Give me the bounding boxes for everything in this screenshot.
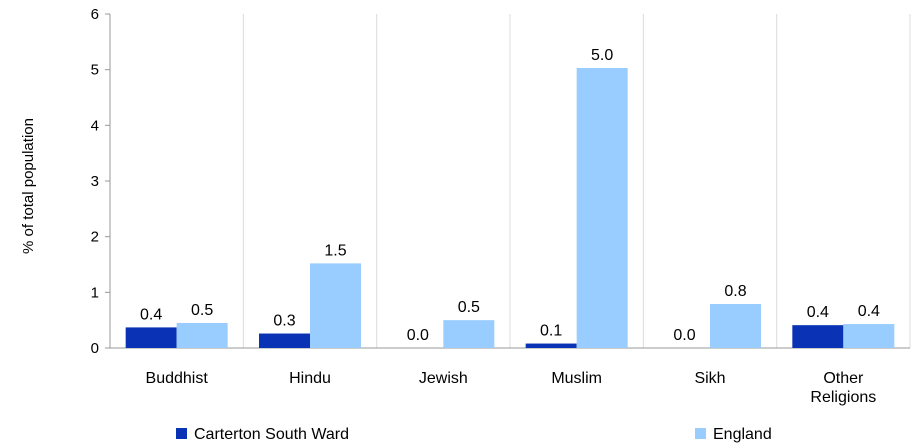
y-tick-label: 0 (91, 340, 99, 357)
data-label: 0.5 (458, 299, 480, 316)
bar-carterton-south-ward (525, 343, 577, 348)
data-label: 0.4 (807, 304, 829, 321)
category-label: Religions (810, 389, 876, 406)
axes (105, 13, 910, 349)
data-label: 0.5 (191, 302, 213, 319)
data-label: 0.4 (858, 303, 880, 320)
category-label: Buddhist (146, 370, 209, 387)
data-label: 0.0 (407, 327, 429, 344)
y-tick-label: 5 (91, 62, 99, 79)
category-label: Hindu (289, 370, 331, 387)
bar-england (843, 324, 895, 348)
legend-label: England (713, 426, 772, 443)
bar-england (443, 320, 495, 348)
bar-england (176, 322, 228, 348)
data-label: 0.3 (273, 313, 295, 330)
y-tick-label: 2 (91, 229, 99, 246)
bar-carterton-south-ward (792, 325, 844, 348)
bar-england (576, 67, 628, 348)
bar-carterton-south-ward (259, 333, 310, 348)
bars (125, 67, 895, 348)
y-tick-label: 4 (91, 117, 99, 134)
grid-lines (242, 14, 911, 348)
legend-swatch (695, 428, 706, 439)
data-label: 0.0 (673, 327, 695, 344)
y-tick-label: 3 (91, 173, 99, 190)
bar-england (710, 304, 761, 348)
data-label: 0.1 (540, 323, 562, 340)
category-label: Muslim (551, 370, 602, 387)
legend: Carterton South Ward England (176, 426, 772, 443)
y-tick-label: 6 (91, 6, 99, 23)
category-label: Sikh (694, 370, 725, 387)
legend-swatch (176, 428, 187, 439)
data-label: 0.4 (140, 306, 162, 323)
data-label: 0.8 (724, 283, 746, 300)
category-label: Other (823, 370, 864, 387)
category-label: Jewish (419, 370, 468, 387)
data-labels: 0.4 0.5 0.3 1.5 0.0 0.5 0.1 5.0 0.0 0.8 0.4 0.4 (140, 47, 880, 344)
y-tick-labels: 0 1 2 3 4 5 6 (91, 6, 99, 357)
category-labels: Buddhist Hindu Jewish Muslim Sikh Other Religi… (146, 370, 877, 406)
bar-england (310, 263, 361, 348)
data-label: 5.0 (591, 47, 613, 64)
y-tick-label: 1 (91, 284, 99, 301)
data-label: 1.5 (324, 242, 346, 259)
bar-carterton-south-ward (125, 327, 177, 348)
y-axis-title: % of total population (20, 118, 37, 254)
legend-label: Carterton South Ward (194, 426, 349, 443)
